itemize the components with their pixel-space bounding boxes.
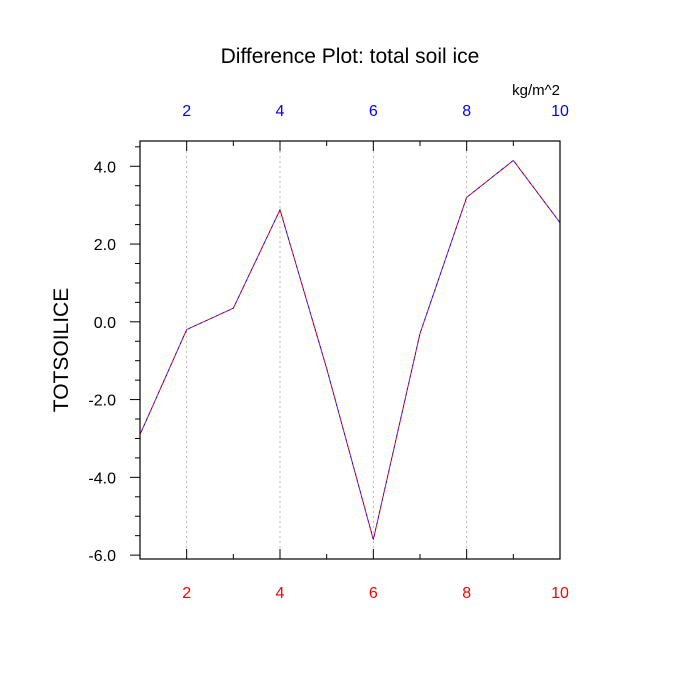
x-tick-label-bottom: 2 [182,585,191,602]
y-tick-label: -6.0 [88,548,116,565]
y-axis-label: TOTSOILICE [50,288,73,412]
x-tick-label-top: 4 [276,103,285,120]
grid-lines [186,141,468,559]
units-label: kg/m^2 [512,82,560,99]
y-tick-label: 4.0 [94,159,116,176]
y-tick-label: 0.0 [94,315,116,332]
data-series [139,159,561,540]
axis-ticks [130,141,561,559]
x-tick-label-top: 6 [369,103,378,120]
x-tick-label-bottom: 8 [462,585,471,602]
x-tick-label-top: 10 [551,103,569,120]
tick-labels: 2 2 4 4 6 6 8 8 10 10 -6.0 -4.0 -2.0 0.0 2.0 4.0 [88,103,569,602]
x-tick-label-top: 8 [462,103,471,120]
y-tick-label: 2.0 [94,237,116,254]
x-tick-label-bottom: 4 [276,585,285,602]
chart-title: Difference Plot: total soil ice [221,45,480,68]
series-line-a [139,159,561,540]
x-tick-label-bottom: 6 [369,585,378,602]
plot-frame [139,140,561,560]
y-tick-label: -2.0 [88,393,116,410]
x-tick-label-bottom: 10 [551,585,569,602]
series-line-b [139,159,561,540]
y-tick-label: -4.0 [88,470,116,487]
x-tick-label-top: 2 [182,103,191,120]
